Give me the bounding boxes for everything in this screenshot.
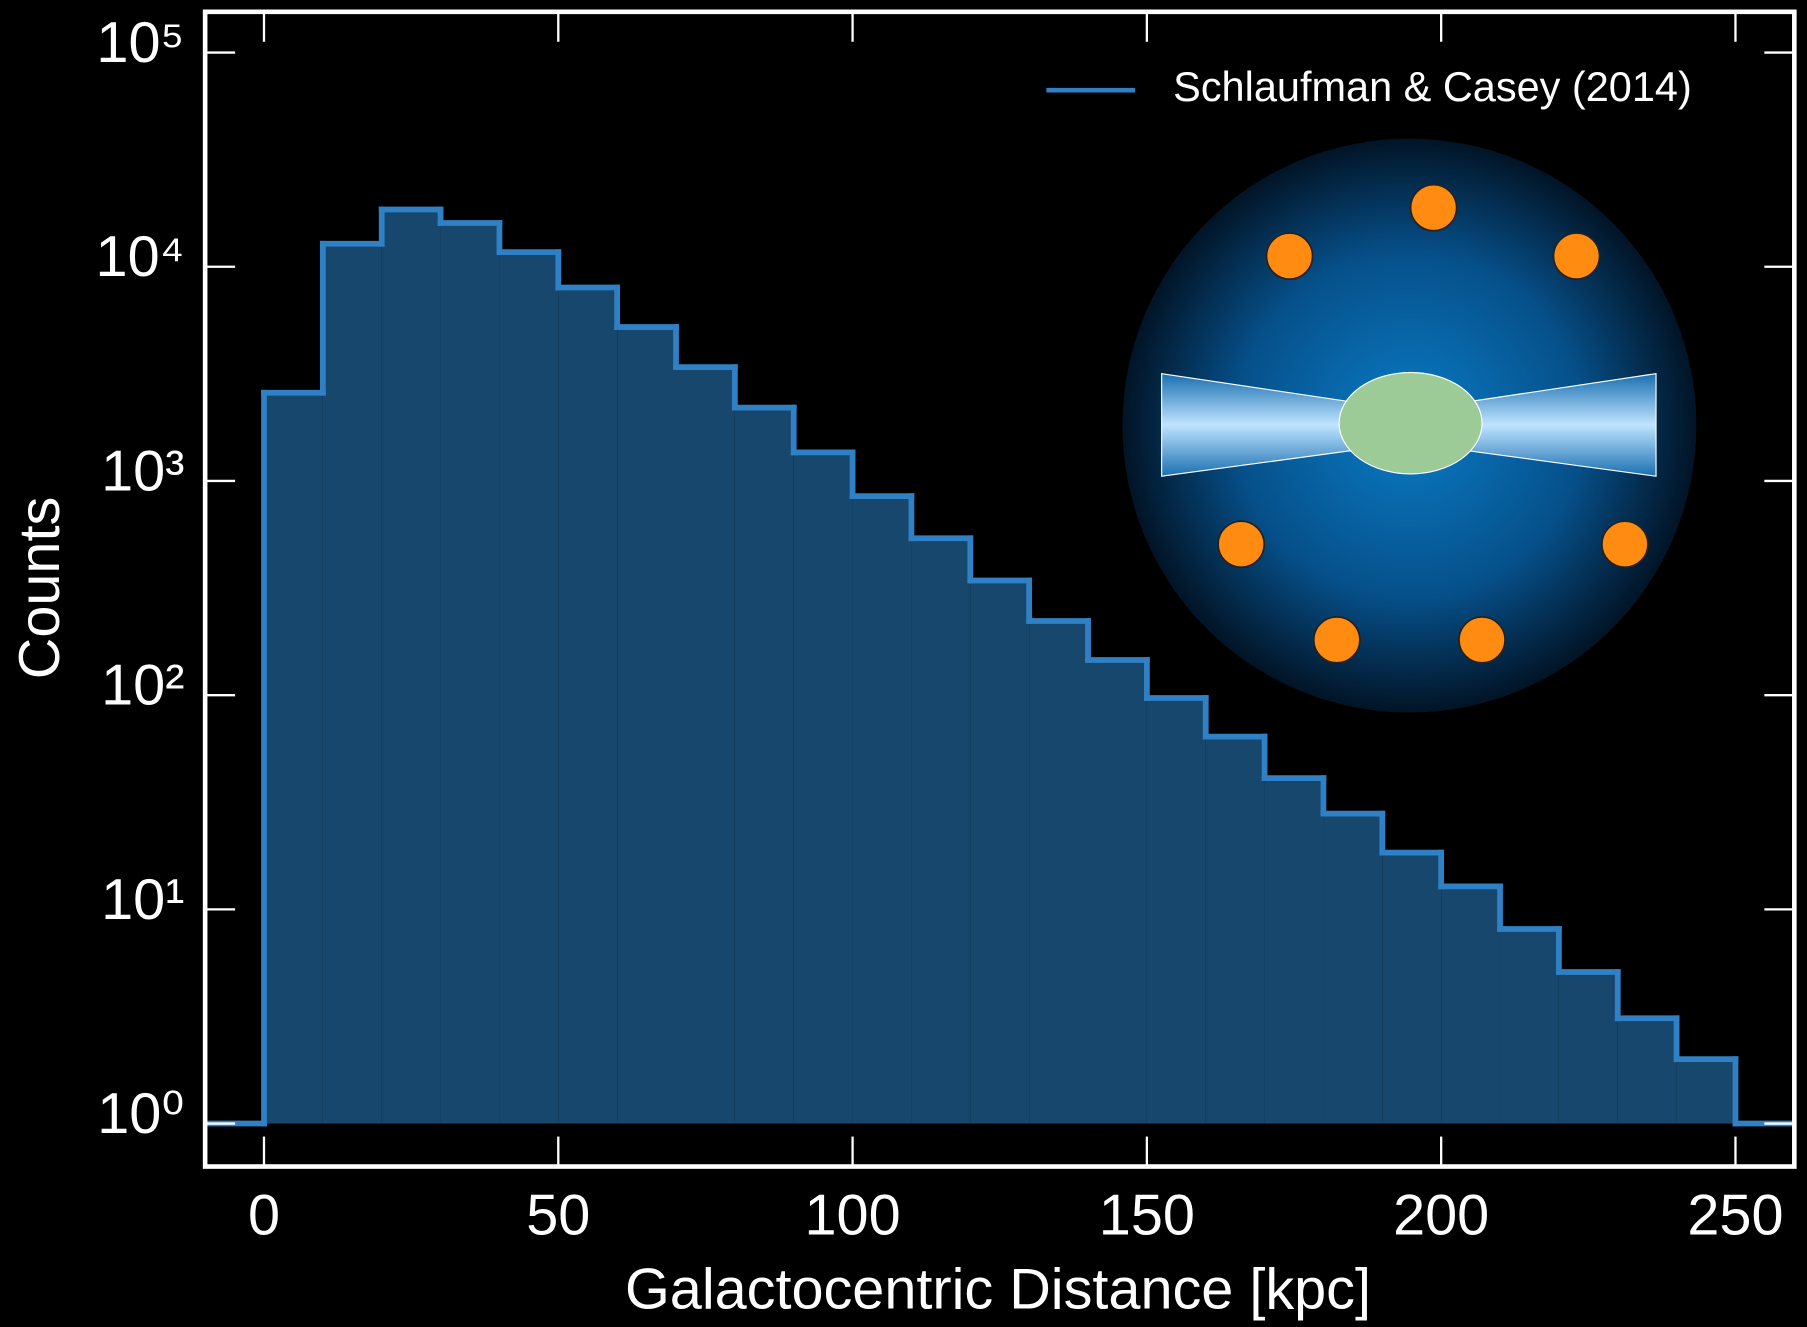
bar bbox=[970, 581, 1029, 1124]
bar bbox=[735, 408, 794, 1124]
satellite bbox=[1267, 233, 1313, 279]
bar bbox=[1500, 929, 1559, 1124]
bar bbox=[1088, 660, 1147, 1124]
x-tick-label: 100 bbox=[805, 1184, 901, 1248]
page: {"chart_data": {"type": "histogram", "x_… bbox=[0, 0, 1807, 1327]
bar bbox=[1206, 737, 1265, 1124]
bar bbox=[1029, 621, 1088, 1124]
bar bbox=[323, 244, 382, 1124]
bar bbox=[499, 252, 558, 1123]
bar bbox=[911, 538, 970, 1123]
y-tick-label: 10² bbox=[101, 654, 184, 718]
bulge bbox=[1339, 373, 1482, 474]
x-tick-label: 250 bbox=[1687, 1184, 1783, 1248]
satellite bbox=[1314, 617, 1360, 663]
x-tick-label: 200 bbox=[1393, 1184, 1489, 1248]
bar bbox=[794, 452, 853, 1123]
x-tick-label: 150 bbox=[1099, 1184, 1195, 1248]
satellite bbox=[1602, 521, 1648, 567]
bar bbox=[1382, 853, 1441, 1124]
bar bbox=[1677, 1059, 1736, 1123]
bar bbox=[1441, 886, 1500, 1123]
bar bbox=[1559, 972, 1618, 1124]
legend-label: Schlaufman & Casey (2014) bbox=[1173, 63, 1692, 110]
x-tick-label: 50 bbox=[526, 1184, 590, 1248]
bar bbox=[617, 327, 676, 1123]
galaxy-inset bbox=[1122, 139, 1696, 713]
x-tick-label: 0 bbox=[248, 1184, 280, 1248]
bar bbox=[1147, 698, 1206, 1124]
satellite bbox=[1553, 233, 1599, 279]
legend: Schlaufman & Casey (2014) bbox=[1046, 63, 1691, 110]
satellite bbox=[1218, 521, 1264, 567]
bar bbox=[1265, 778, 1324, 1123]
satellite bbox=[1411, 185, 1457, 231]
x-axis-label: Galactocentric Distance [kpc] bbox=[625, 1258, 1371, 1322]
y-axis-label: Counts bbox=[8, 497, 72, 680]
y-tick-label: 10⁴ bbox=[96, 225, 185, 289]
y-tick-label: 10⁵ bbox=[96, 11, 184, 75]
chart: 0 50 100 150 200 250 10⁰ 10¹ 10² 10³ 10⁴ 10⁵ Schlauf… bbox=[0, 0, 1807, 1327]
bar bbox=[264, 393, 323, 1124]
y-tick-label: 10³ bbox=[101, 439, 184, 503]
bar bbox=[853, 496, 912, 1123]
bar bbox=[1618, 1018, 1677, 1123]
satellite bbox=[1459, 617, 1505, 663]
bar bbox=[676, 367, 735, 1123]
bar bbox=[441, 223, 500, 1124]
bar bbox=[382, 210, 441, 1124]
y-tick-label: 10⁰ bbox=[97, 1082, 184, 1146]
bar bbox=[1323, 814, 1382, 1124]
bar bbox=[558, 288, 617, 1124]
y-tick-label: 10¹ bbox=[101, 868, 184, 932]
